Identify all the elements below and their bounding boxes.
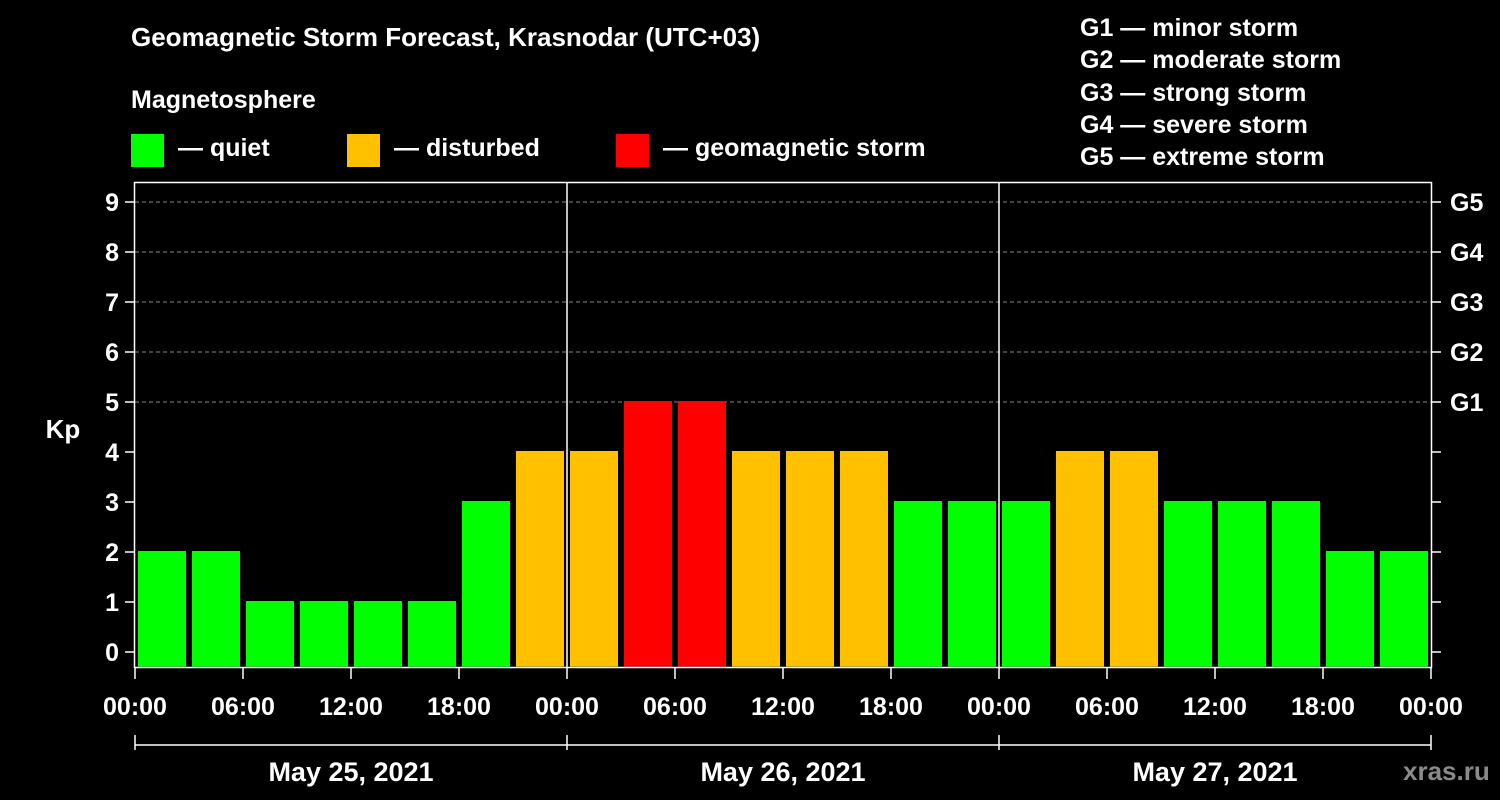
x-tick-label: 18:00 xyxy=(1291,693,1355,721)
kp-bar xyxy=(1218,501,1266,667)
x-tick-label: 12:00 xyxy=(1183,693,1247,721)
x-tick-label: 12:00 xyxy=(751,693,815,721)
x-tick-label: 18:00 xyxy=(427,693,491,721)
legend-label-storm: — geomagnetic storm xyxy=(663,134,926,162)
magnetosphere-label: Magnetosphere xyxy=(131,86,316,114)
y-axis-label: Kp xyxy=(46,414,81,444)
y-tick-label: 6 xyxy=(105,339,119,367)
kp-bar xyxy=(840,451,888,667)
kp-bar xyxy=(786,451,834,667)
x-tick-label: 18:00 xyxy=(859,693,923,721)
x-tick-label: 00:00 xyxy=(535,693,599,721)
kp-bar xyxy=(624,401,672,667)
kp-bar xyxy=(732,451,780,667)
g-scale-tick-label: G4 xyxy=(1450,239,1483,267)
g-scale-tick-label: G2 xyxy=(1450,339,1483,367)
y-tick-label: 0 xyxy=(105,639,119,667)
x-tick-label: 06:00 xyxy=(211,693,275,721)
date-label: May 26, 2021 xyxy=(700,757,865,787)
g-scale-legend: G1 — minor storm G2 — moderate storm G3 … xyxy=(1080,12,1341,173)
kp-bar xyxy=(1164,501,1212,667)
g-scale-g2: G2 — moderate storm xyxy=(1080,46,1342,75)
kp-bar xyxy=(894,501,942,667)
g-scale-g1: G1 — minor storm xyxy=(1080,14,1299,42)
legend-swatch-disturbed xyxy=(347,134,380,167)
watermark: xras.ru xyxy=(1403,756,1490,786)
kp-bar xyxy=(300,601,348,667)
x-tick-label: 06:00 xyxy=(643,693,707,721)
g-scale-g3: G3 — strong storm xyxy=(1080,78,1307,107)
legend-swatch-quiet xyxy=(131,134,164,167)
y-tick-label: 2 xyxy=(105,539,119,567)
y-tick-label: 7 xyxy=(105,289,119,317)
g-scale-g5: G5 — extreme storm xyxy=(1080,143,1325,172)
x-tick-label: 12:00 xyxy=(319,693,383,721)
y-tick-label: 1 xyxy=(105,589,119,617)
date-label: May 27, 2021 xyxy=(1132,757,1297,787)
g-scale-tick-label: G5 xyxy=(1450,189,1483,217)
x-tick-label: 00:00 xyxy=(1399,693,1463,721)
kp-bar xyxy=(462,501,510,667)
x-tick-label: 06:00 xyxy=(1075,693,1139,721)
kp-bar xyxy=(138,551,186,667)
x-tick-label: 00:00 xyxy=(103,693,167,721)
legend-label-disturbed: — disturbed xyxy=(394,134,540,162)
kp-bar xyxy=(570,451,618,667)
y-tick-label: 5 xyxy=(105,389,119,417)
y-tick-label: 8 xyxy=(105,239,119,267)
date-label: May 25, 2021 xyxy=(268,757,433,787)
kp-bar xyxy=(678,401,726,667)
y-tick-label: 3 xyxy=(105,489,119,517)
kp-bar xyxy=(1380,551,1428,667)
x-tick-label: 00:00 xyxy=(967,693,1031,721)
kp-bar xyxy=(1056,451,1104,667)
legend-swatch-storm xyxy=(616,134,649,167)
chart-title: Geomagnetic Storm Forecast, Krasnodar (U… xyxy=(131,22,761,52)
kp-bar xyxy=(516,451,564,667)
kp-bar xyxy=(1002,501,1050,667)
kp-bar xyxy=(1272,501,1320,667)
kp-bar xyxy=(408,601,456,667)
kp-bar xyxy=(1110,451,1158,667)
g-scale-tick-label: G3 xyxy=(1450,289,1483,317)
kp-bar xyxy=(192,551,240,667)
legend-label-quiet: — quiet xyxy=(178,134,270,162)
kp-bar xyxy=(1326,551,1374,667)
kp-bar xyxy=(354,601,402,667)
y-tick-label: 9 xyxy=(105,189,119,217)
y-tick-label: 4 xyxy=(105,439,119,467)
kp-bar xyxy=(948,501,996,667)
kp-bar xyxy=(246,601,294,667)
g-scale-tick-label: G1 xyxy=(1450,389,1483,417)
g-scale-g4: G4 — severe storm xyxy=(1080,110,1308,139)
